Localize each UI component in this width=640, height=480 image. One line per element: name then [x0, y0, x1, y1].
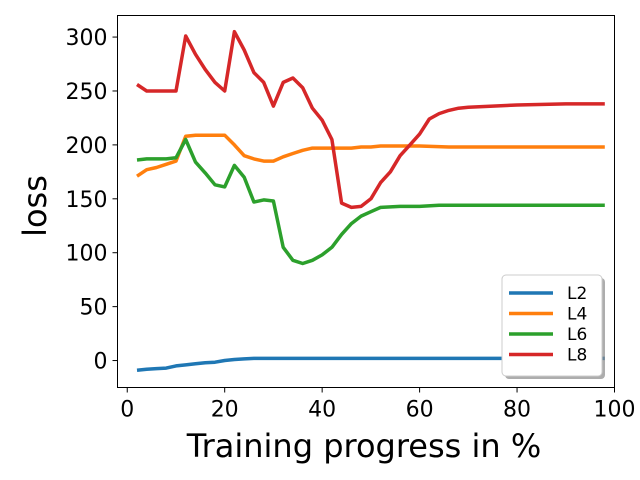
x-tick-label: 60 [406, 398, 434, 423]
y-tick-label: 250 [66, 80, 108, 105]
x-tick-label: 100 [594, 398, 636, 423]
y-axis-ticks: 0 50 100 150 200 250 300 [66, 26, 118, 375]
legend-label-l4: L4 [567, 305, 587, 325]
x-tick-label: 0 [120, 398, 134, 423]
y-tick-label: 50 [80, 296, 108, 321]
y-tick-label: 200 [66, 134, 108, 159]
y-tick-label: 150 [66, 188, 108, 213]
series-line-l4 [136, 133, 605, 178]
series-line-l6 [136, 137, 605, 266]
y-tick-label: 100 [66, 242, 108, 267]
series-line-l8 [136, 29, 605, 210]
x-axis-ticks: 0 20 40 60 80 100 [120, 387, 636, 423]
y-axis-title: loss [16, 175, 54, 237]
y-tick-label: 300 [66, 26, 108, 51]
x-tick-label: 20 [211, 398, 239, 423]
x-tick-label: 80 [503, 398, 531, 423]
legend-label-l8: L8 [567, 346, 587, 366]
y-tick-label: 0 [94, 350, 108, 375]
x-tick-label: 40 [308, 398, 336, 423]
x-axis-title: Training progress in % [186, 427, 542, 465]
plot-frame [117, 15, 615, 388]
legend-label-l2: L2 [567, 284, 587, 304]
series-layer [136, 29, 605, 372]
series-line-l2 [136, 356, 605, 372]
legend-label-l6: L6 [567, 325, 587, 345]
legend-box [501, 274, 603, 377]
